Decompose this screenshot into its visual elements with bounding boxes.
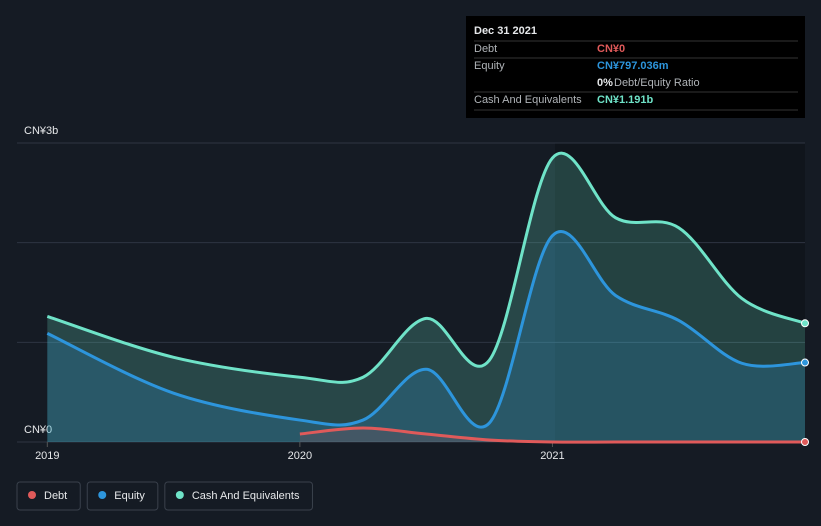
legend-box[interactable] [16, 481, 81, 511]
legend-label: Cash And Equivalents [192, 490, 300, 502]
area [47, 231, 806, 442]
tooltip-value: CN¥1.191b [597, 94, 654, 106]
tooltip-label: Cash And Equivalents [474, 94, 582, 106]
legend-swatch [28, 491, 36, 499]
ratio-value: 0% [597, 77, 613, 89]
legend-item[interactable]: Debt [16, 481, 81, 511]
ratio-label: Debt/Equity Ratio [614, 77, 700, 89]
end-marker [801, 319, 809, 328]
end-marker [801, 438, 809, 446]
plot: CN¥0 CN¥3b 2019 2020 2021 [17, 125, 809, 462]
legend-item[interactable]: Equity [86, 481, 159, 511]
tooltip-date: Dec 31 2021 [474, 25, 537, 37]
line [299, 426, 805, 444]
y-tick-label: CN¥3b [24, 125, 58, 137]
tooltip-label: Equity [474, 60, 505, 72]
tooltip-label: Debt [474, 43, 497, 55]
x-tick-label: 2021 [540, 450, 564, 462]
tooltip-box [466, 16, 805, 118]
y-tick-label: CN¥0 [24, 424, 52, 436]
legend-swatch [175, 491, 184, 499]
tooltip-value: CN¥0 [597, 43, 625, 55]
x-tick-label: 2019 [35, 450, 59, 462]
legend-item[interactable]: Cash And Equivalents [164, 481, 313, 511]
tooltip: Dec 31 2021 Debt CN¥0 Equity CN¥797.036m… [466, 16, 805, 118]
area [299, 428, 805, 443]
legend-label: Debt [44, 490, 67, 502]
line [46, 151, 806, 384]
line [46, 230, 806, 429]
legend-swatch [98, 491, 107, 499]
legend-box[interactable] [164, 481, 313, 511]
legend: Debt Equity Cash And Equivalents [16, 481, 313, 511]
legend-box[interactable] [86, 481, 159, 511]
end-marker [801, 358, 809, 367]
legend-label: Equity [114, 490, 145, 502]
x-tick-label: 2020 [288, 450, 312, 462]
tooltip-value: CN¥797.036m [597, 60, 669, 72]
